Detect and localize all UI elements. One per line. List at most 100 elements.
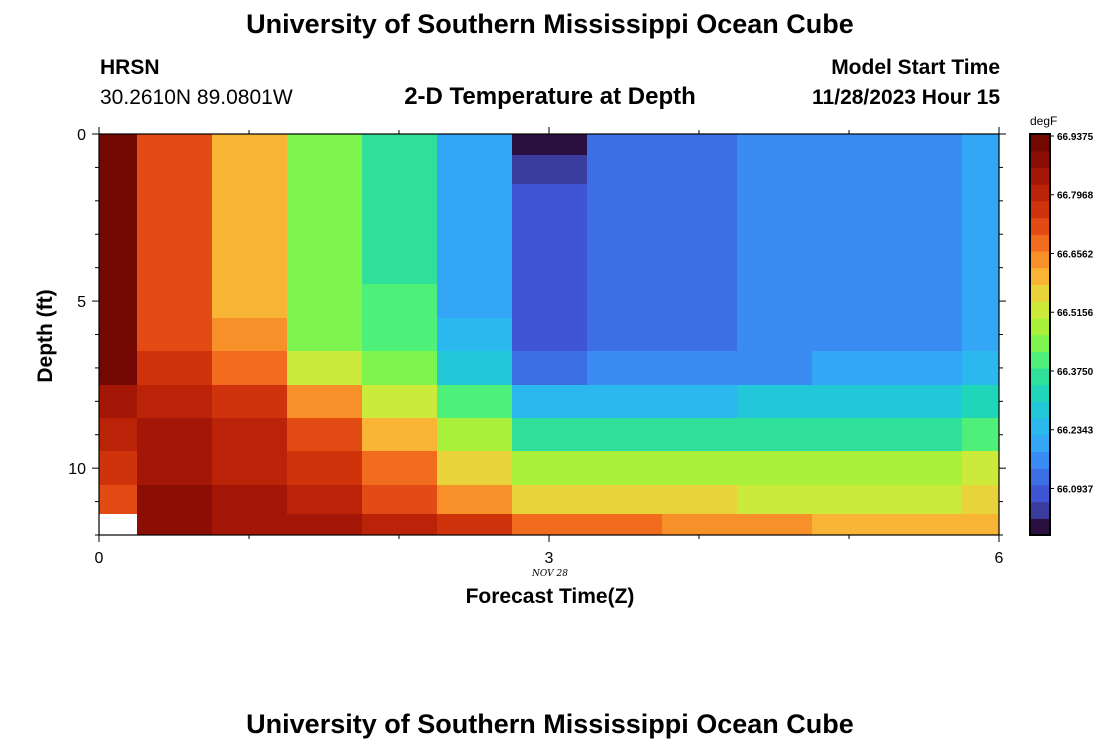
heatmap-cell bbox=[587, 251, 662, 284]
heatmap-cell bbox=[512, 155, 587, 184]
colorbar-segment bbox=[1030, 250, 1050, 269]
colorbar-unit: degF bbox=[1030, 114, 1058, 128]
heatmap-cell bbox=[662, 418, 737, 451]
y-tick-label: 5 bbox=[77, 294, 86, 311]
heatmap-cell bbox=[512, 351, 587, 385]
heatmap-cell bbox=[212, 218, 287, 251]
heatmap-cell bbox=[812, 351, 887, 385]
heatmap-cell bbox=[212, 385, 287, 418]
heatmap-cell bbox=[887, 418, 962, 451]
colorbar-segment bbox=[1030, 418, 1050, 436]
heatmap-cell bbox=[99, 318, 137, 351]
heatmap-cell bbox=[437, 514, 512, 535]
heatmap-cell bbox=[887, 134, 962, 155]
heatmap-cell bbox=[287, 514, 362, 535]
heatmap-cell bbox=[737, 155, 812, 184]
heatmap-cell bbox=[887, 318, 962, 351]
heatmap-cell bbox=[512, 318, 587, 351]
footer-title: University of Southern Mississippi Ocean… bbox=[246, 709, 854, 739]
heatmap-cell bbox=[812, 385, 887, 418]
heatmap-cell bbox=[137, 134, 212, 155]
heatmap-cell bbox=[137, 155, 212, 184]
heatmap-cell bbox=[812, 134, 887, 155]
heatmap-cell bbox=[887, 155, 962, 184]
heatmap-cell bbox=[512, 284, 587, 318]
heatmap-cell bbox=[962, 155, 999, 184]
temperature-heatmap: 0 5 10 0 3 6 66.9375 66.7968 66.6562 66.5156 66.37… bbox=[68, 127, 1094, 567]
heatmap-cell bbox=[587, 184, 662, 218]
colorbar-segment bbox=[1030, 434, 1050, 453]
heatmap-cell bbox=[587, 451, 662, 485]
heatmap-cell bbox=[887, 451, 962, 485]
heatmap-cell bbox=[287, 385, 362, 418]
heatmap-cell bbox=[437, 451, 512, 485]
heatmap-cell bbox=[737, 284, 812, 318]
heatmap-cell bbox=[512, 134, 587, 155]
heatmap-cell bbox=[287, 418, 362, 451]
heatmap-cell bbox=[212, 251, 287, 284]
colorbar-segment bbox=[1030, 384, 1050, 402]
colorbar-segment bbox=[1030, 150, 1050, 169]
heatmap-cell bbox=[587, 485, 662, 514]
heatmap-cell bbox=[812, 318, 887, 351]
heatmap-cell bbox=[662, 485, 737, 514]
x-tick-label: 6 bbox=[995, 550, 1004, 567]
heatmap-cell bbox=[812, 251, 887, 284]
colorbar-segment bbox=[1030, 401, 1050, 419]
heatmap-cell bbox=[99, 251, 137, 284]
heatmap-cell bbox=[362, 485, 437, 514]
heatmap-cell bbox=[212, 351, 287, 385]
heatmap-cell bbox=[812, 451, 887, 485]
heatmap-cell bbox=[512, 485, 587, 514]
heatmap-cell bbox=[362, 514, 437, 535]
heatmap-cell bbox=[737, 351, 812, 385]
heatmap-cell bbox=[287, 451, 362, 485]
y-tick-label: 0 bbox=[77, 127, 86, 144]
heatmap-cell bbox=[962, 485, 999, 514]
heatmap-cell bbox=[362, 134, 437, 155]
heatmap-cell bbox=[662, 385, 737, 418]
heatmap-cell bbox=[662, 318, 737, 351]
heatmap-cell bbox=[812, 418, 887, 451]
heatmap-cell bbox=[662, 451, 737, 485]
heatmap-cell bbox=[212, 284, 287, 318]
colorbar-tick-label: 66.6562 bbox=[1057, 249, 1094, 260]
plot-title: 2-D Temperature at Depth bbox=[404, 83, 696, 110]
colorbar-segment bbox=[1030, 484, 1050, 503]
colorbar-segment bbox=[1030, 167, 1050, 185]
heatmap-cell bbox=[887, 514, 962, 535]
heatmap-cell bbox=[587, 155, 662, 184]
heatmap-cell bbox=[437, 284, 512, 318]
colorbar-frame bbox=[1029, 133, 1051, 536]
colorbar-tick-label: 66.9375 bbox=[1057, 132, 1094, 143]
heatmap-cell bbox=[737, 485, 812, 514]
heatmap-cell bbox=[587, 134, 662, 155]
heatmap-cell bbox=[812, 514, 887, 535]
colorbar-segment bbox=[1030, 334, 1050, 352]
heatmap-cell bbox=[212, 485, 287, 514]
heatmap-cell bbox=[137, 218, 212, 251]
heatmap-cell bbox=[99, 284, 137, 318]
colorbar-segment bbox=[1030, 200, 1050, 219]
heatmap-cell bbox=[137, 251, 212, 284]
heatmap-cell bbox=[962, 134, 999, 155]
colorbar-tick-label: 66.2343 bbox=[1057, 426, 1094, 437]
heatmap-cell bbox=[137, 485, 212, 514]
heatmap-cell bbox=[962, 514, 999, 535]
heatmap-cell bbox=[812, 155, 887, 184]
heatmap-cell bbox=[287, 184, 362, 218]
heatmap-cell bbox=[99, 351, 137, 385]
colorbar-tick-label: 66.5156 bbox=[1057, 308, 1094, 319]
heatmap-cell bbox=[512, 451, 587, 485]
heatmap-cell bbox=[437, 251, 512, 284]
heatmap-cell bbox=[437, 134, 512, 155]
heatmap-cell bbox=[287, 218, 362, 251]
heatmap-cell bbox=[512, 514, 587, 535]
heatmap-cell bbox=[662, 284, 737, 318]
heatmap-cell bbox=[887, 385, 962, 418]
colorbar-segment bbox=[1030, 184, 1050, 202]
heatmap-cell bbox=[887, 485, 962, 514]
heatmap-cell bbox=[512, 385, 587, 418]
heatmap-cell bbox=[99, 218, 137, 251]
heatmap-cell bbox=[287, 318, 362, 351]
